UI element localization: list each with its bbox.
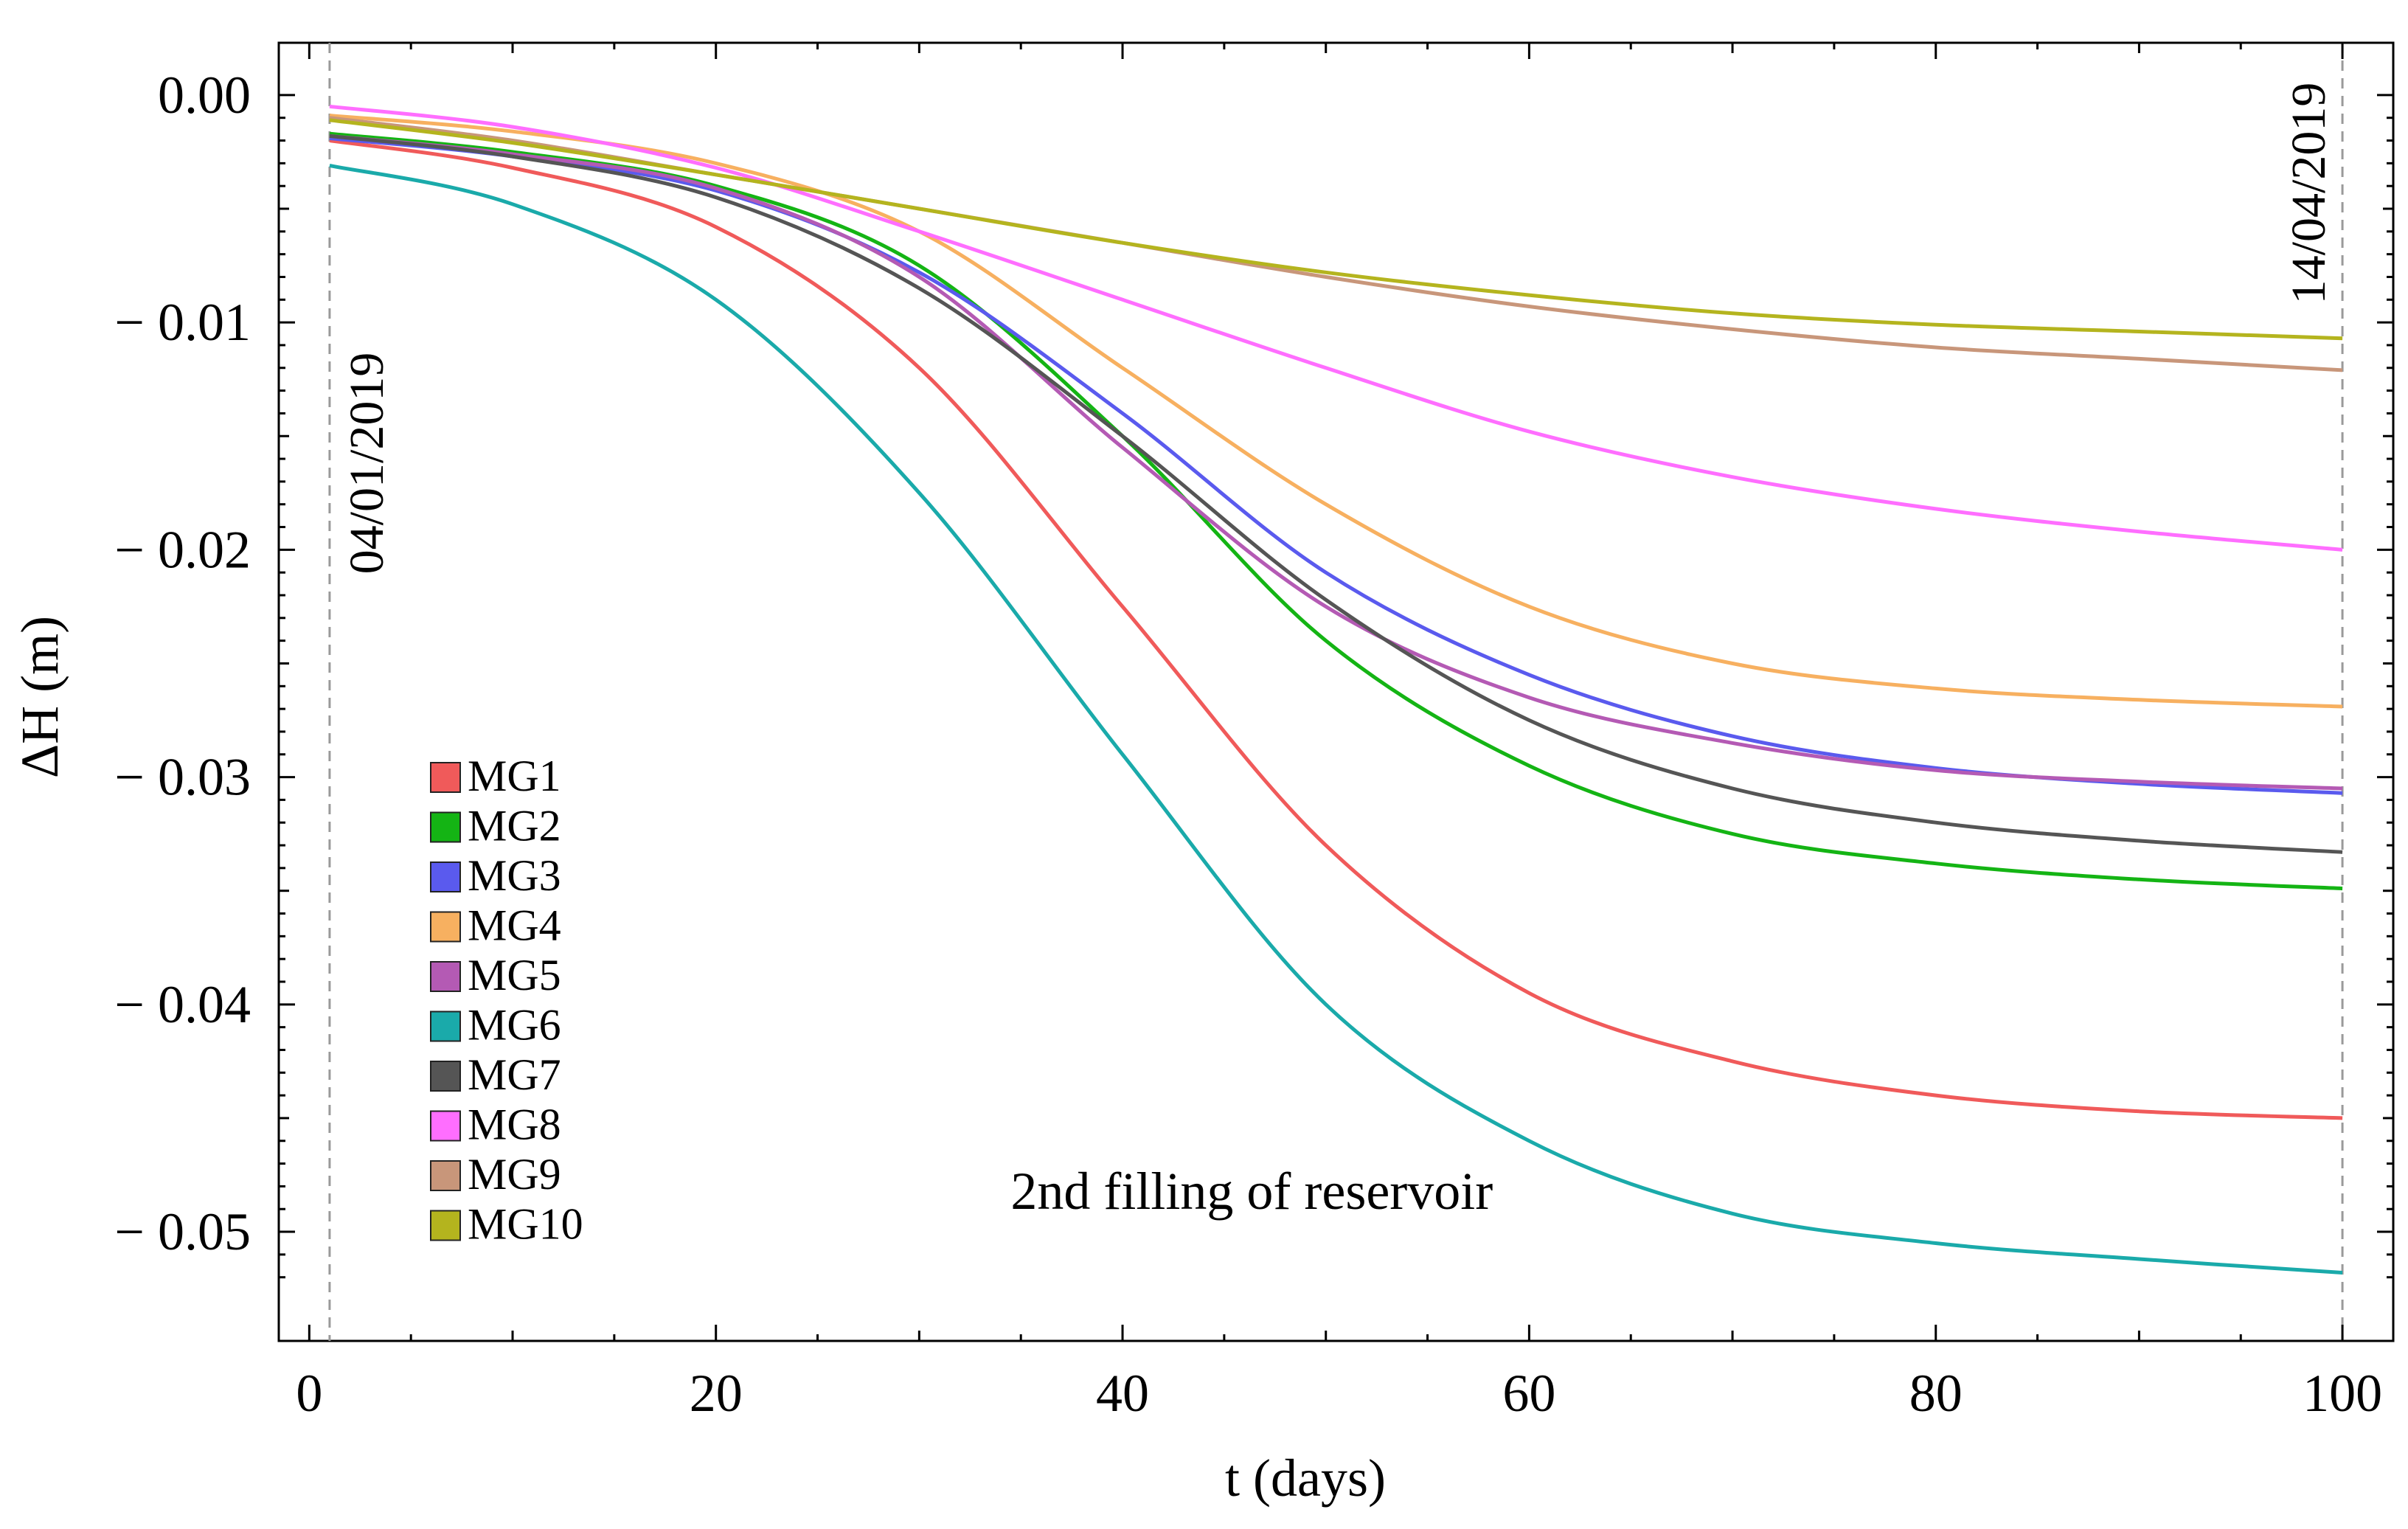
series-line-mg8 (329, 104, 2343, 552)
series-line-mg10 (329, 118, 2343, 341)
y-tick-label: − 0.02 (114, 520, 251, 579)
y-axis: 0.00 − 0.01 − 0.02 − 0.03 − 0.04 − 0.05 (114, 66, 2393, 1279)
legend-swatch-mg3 (430, 861, 461, 892)
series-lines (329, 104, 2343, 1275)
legend-label-mg2: MG2 (468, 802, 561, 850)
date-markers (328, 43, 2344, 1341)
filling-annotation: 2nd filling of reservoir (1010, 1162, 1493, 1221)
x-axis-label: t (days) (1225, 1449, 1386, 1508)
legend-label-mg8: MG8 (468, 1100, 561, 1149)
series-line-mg1 (329, 139, 2343, 1120)
legend-swatch-mg7 (430, 1061, 461, 1092)
plot-border (277, 41, 2395, 1342)
series-line-mg4 (329, 114, 2343, 709)
legend-swatch-mg4 (430, 911, 461, 943)
x-tick-label: 20 (690, 1364, 743, 1423)
x-tick-label: 40 (1096, 1364, 1149, 1423)
start-date-label: 04/01/2019 (340, 353, 394, 575)
legend-swatch-mg6 (430, 1010, 461, 1042)
y-axis-label: ΔH (m) (10, 616, 69, 778)
legend-swatch-mg1 (430, 762, 461, 793)
y-tick-label: − 0.05 (114, 1202, 251, 1261)
legend-label-mg1: MG1 (468, 752, 561, 800)
x-tick-label: 100 (2303, 1364, 2382, 1423)
legend-label-mg3: MG3 (468, 851, 561, 900)
series-line-mg5 (329, 134, 2343, 791)
legend-label-mg9: MG9 (468, 1150, 561, 1199)
legend-label-mg6: MG6 (468, 1001, 561, 1050)
series-line-mg7 (329, 134, 2343, 854)
legend-swatch-mg2 (430, 811, 461, 843)
end-date-label: 14/04/2019 (2282, 83, 2336, 305)
x-tick-label: 0 (296, 1364, 322, 1423)
legend-label-mg10: MG10 (468, 1200, 583, 1249)
legend-swatch-mg8 (430, 1110, 461, 1142)
y-tick-label: − 0.03 (114, 748, 251, 807)
series-line-mg6 (329, 163, 2343, 1275)
plot-frame (277, 41, 2395, 1342)
legend-label-mg4: MG4 (468, 901, 561, 950)
legend-label-mg7: MG7 (468, 1050, 561, 1099)
y-tick-label: − 0.01 (114, 293, 251, 352)
series-line-mg9 (329, 116, 2343, 372)
y-tick-label: 0.00 (158, 66, 251, 125)
x-axis: 0 20 40 60 80 100 (296, 43, 2382, 1423)
y-tick-label: − 0.04 (114, 975, 251, 1034)
legend-label-mg5: MG5 (468, 951, 561, 999)
x-tick-label: 60 (1502, 1364, 1555, 1423)
legend-swatch-mg9 (430, 1160, 461, 1191)
x-tick-label: 80 (1909, 1364, 1963, 1423)
legend-swatch-mg10 (430, 1210, 461, 1241)
legend-swatch-mg5 (430, 961, 461, 992)
